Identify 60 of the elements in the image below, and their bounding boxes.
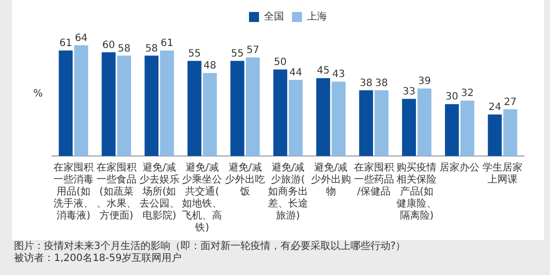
data-label: 58: [145, 43, 158, 54]
bar: [503, 109, 518, 156]
data-label: 58: [118, 43, 130, 54]
data-label: 57: [246, 44, 260, 56]
data-label: 32: [460, 88, 474, 100]
data-label: 48: [204, 60, 216, 72]
data-label: 39: [418, 76, 431, 88]
data-label: 44: [289, 67, 302, 78]
data-label: 30: [446, 92, 458, 103]
bar: [144, 56, 158, 156]
data-label: 45: [316, 66, 330, 77]
bar: [359, 90, 374, 156]
x-tick-label: 在家囤积一些食品(如蔬菜、水果、方便面): [96, 162, 136, 222]
bar: [246, 57, 260, 156]
x-tick-label: 避免/减少乘坐公共交通(如地铁、飞机、高铁): [182, 162, 222, 234]
data-label: 24: [488, 102, 502, 114]
bar: [418, 88, 432, 156]
bar: [74, 45, 88, 156]
y-axis-title: %: [33, 88, 43, 100]
data-label: 27: [504, 96, 517, 108]
data-label: 38: [375, 78, 388, 89]
bar: [117, 56, 132, 156]
data-label: 61: [59, 38, 72, 50]
bar: [230, 60, 244, 156]
x-tick-label: 在家囤积一些消毒用品(如洗手液、消毒液): [53, 162, 94, 222]
legend-label: 全国: [264, 10, 284, 23]
bar: [188, 60, 202, 156]
x-tick-label: 避免/减少旅游(如商务出差、长途旅游): [268, 162, 308, 222]
x-tick-label: 避免/减少去娱乐场所(如去公园、电影院): [139, 162, 180, 222]
data-label: 55: [188, 48, 201, 60]
data-label: 38: [360, 78, 372, 89]
data-label: 50: [274, 57, 287, 68]
bar: [102, 52, 116, 156]
bar: [202, 72, 217, 156]
bar: [58, 50, 73, 156]
x-tick-label: 居家办公: [440, 162, 480, 174]
legend-label: 上海: [307, 10, 327, 23]
text: 图片：疫情对未来3个月生活的影响（即：面对新一轮疫情，有必要采取以上哪些行动?）: [14, 241, 406, 252]
data-label: 61: [160, 38, 174, 50]
text: 被访者：1,200名18-59岁互联网用户: [14, 253, 183, 265]
bar: [316, 78, 330, 156]
bar: [488, 114, 502, 156]
bar: [273, 70, 288, 156]
x-tick-label: 购买疫情相关保险产品(如健康险、隔离险): [396, 162, 437, 222]
bar: [444, 104, 459, 156]
bar: [374, 90, 388, 156]
bar: [288, 80, 303, 156]
data-label: 64: [74, 32, 88, 44]
data-label: 33: [402, 86, 416, 98]
x-tick-label: 学生居家上网课: [482, 162, 523, 186]
data-label: 55: [231, 48, 244, 60]
x-tick-label: 在家囤积一些药品/保健品: [354, 162, 394, 198]
bar: [402, 98, 416, 156]
bar: [332, 82, 346, 156]
bar: [460, 100, 474, 156]
bar: [160, 50, 174, 156]
x-tick-label: 避免/减少外出购物: [310, 162, 351, 198]
data-label: 43: [332, 69, 345, 80]
data-label: 60: [102, 40, 116, 51]
x-tick-label: 避免/减少外出吃饭: [225, 162, 266, 198]
